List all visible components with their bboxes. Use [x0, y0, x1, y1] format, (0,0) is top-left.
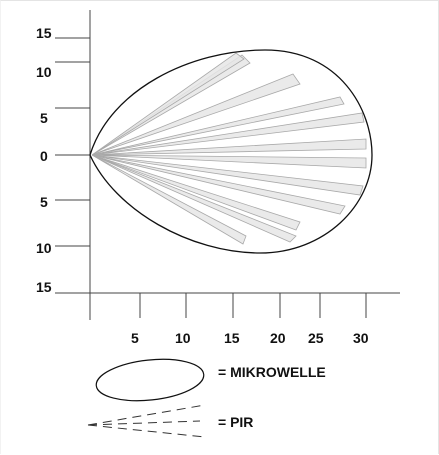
pir-beam: [91, 154, 367, 169]
pir-beam: [91, 96, 345, 156]
legend: = MIKROWELLE = PIR: [87, 358, 326, 438]
y-tick-label: 10: [36, 240, 52, 256]
y-tick-label: 5: [40, 110, 48, 126]
y-tick-label: 0: [40, 148, 48, 164]
x-tick-label: 10: [175, 330, 191, 346]
y-tick-label: 10: [36, 64, 52, 80]
legend-microwave-symbol: [95, 358, 205, 402]
legend-pir-symbol: [87, 404, 206, 438]
pir-beam: [91, 138, 367, 156]
x-tick-label: 25: [308, 330, 324, 346]
pir-beam: [91, 154, 346, 215]
pir-beam: [91, 73, 301, 156]
microwave-lobe: [89, 49, 373, 254]
axes: [55, 10, 400, 320]
pir-beams: [91, 52, 367, 245]
pir-beam: [91, 112, 365, 156]
x-tick-label: 20: [270, 330, 286, 346]
y-tick-label: 15: [36, 279, 52, 295]
y-tick-label: 5: [40, 194, 48, 210]
pir-beam: [91, 154, 301, 231]
pir-beam: [91, 154, 297, 243]
x-tick-label: 5: [131, 330, 139, 346]
pir-beam: [91, 154, 247, 245]
legend-pir-label: = PIR: [218, 414, 253, 430]
y-tick-label: 15: [36, 25, 52, 41]
y-tick-labels: 15 10 5 0 5 10 15: [36, 25, 52, 295]
pir-beam: [91, 154, 364, 196]
legend-microwave-label: = MIKROWELLE: [218, 364, 326, 380]
x-tick-label: 15: [224, 330, 240, 346]
x-tick-label: 30: [353, 330, 369, 346]
pir-beam: [91, 52, 245, 156]
x-tick-labels: 5 10 15 20 25 30: [131, 330, 369, 346]
